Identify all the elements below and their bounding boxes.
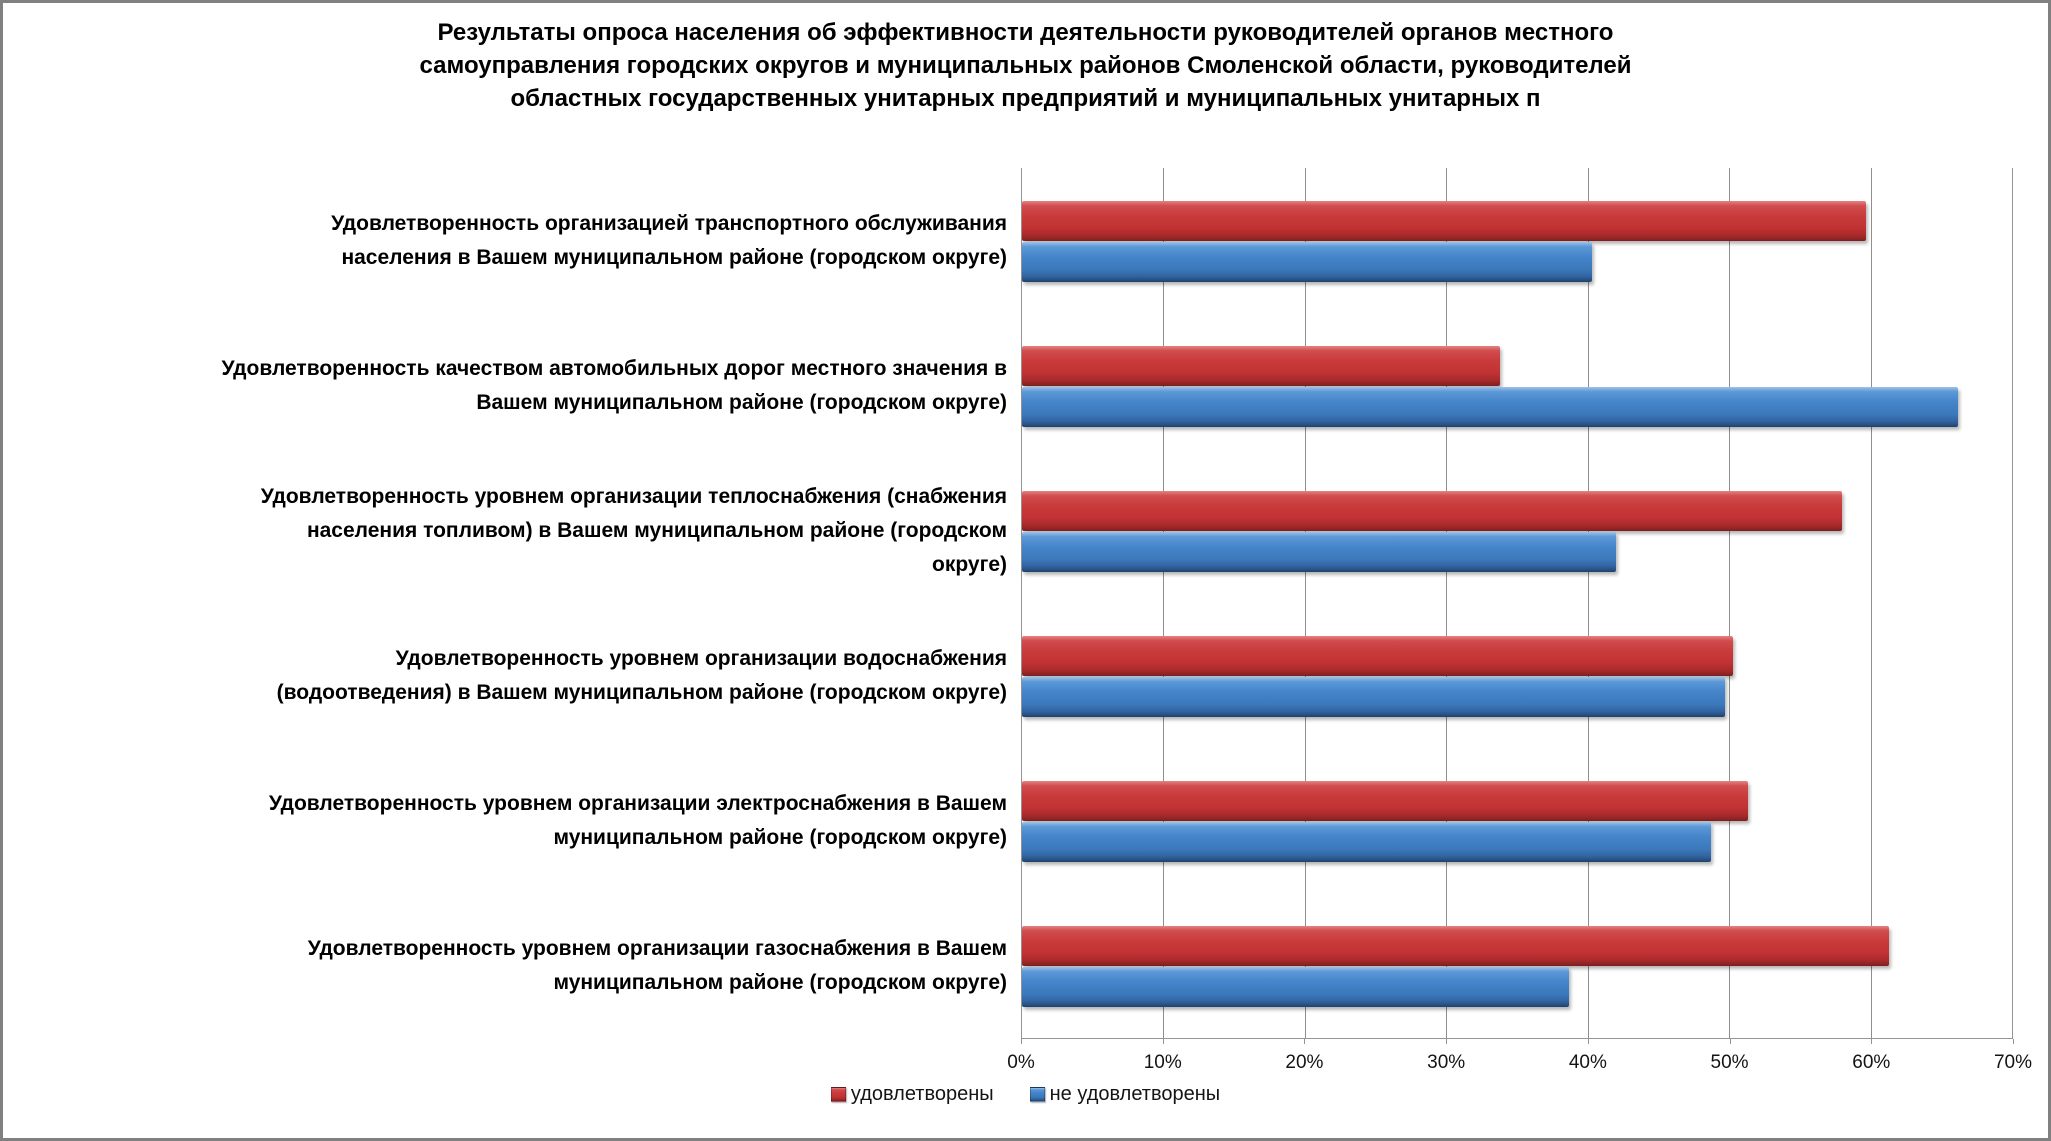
bar-group-1 <box>1022 168 2012 313</box>
bar-не-удовлетворены-2 <box>1022 386 1959 427</box>
bar-group-3 <box>1022 458 2012 603</box>
gridline-10% <box>1163 168 1165 1038</box>
gridline-60% <box>1870 168 1872 1038</box>
chart-title-line-1: Результаты опроса населения об эффективн… <box>437 19 1614 46</box>
bar-group-5 <box>1022 748 2012 893</box>
x-tick-20% <box>1304 1039 1306 1044</box>
legend-item-не-удовлетворены: не удовлетворены <box>1029 1083 1221 1106</box>
x-tick-50% <box>1729 1039 1731 1044</box>
bar-удовлетворены-3 <box>1022 490 1843 531</box>
bar-удовлетворены-6 <box>1022 926 1889 966</box>
plot-area <box>1021 168 2013 1039</box>
bar-не-удовлетворены-1 <box>1022 242 1592 282</box>
legend-label-не-удовлетворены: не удовлетворены <box>1049 1083 1221 1105</box>
bar-group-4 <box>1022 603 2012 748</box>
bar-удовлетворены-1 <box>1022 201 1867 241</box>
chart-title-line-3: областных государственных унитарных пред… <box>510 85 1541 112</box>
gridline-30% <box>1446 168 1448 1038</box>
bar-удовлетворены-2 <box>1022 345 1501 386</box>
category-axis-labels: Удовлетворенность организацией транспорт… <box>11 168 1013 1039</box>
gridline-50% <box>1729 168 1731 1038</box>
bar-удовлетворены-5 <box>1022 780 1748 821</box>
chart-title-line-2: самоуправления городских округов и муниц… <box>419 52 1632 79</box>
x-tick-label-40%: 40% <box>1568 1052 1607 1073</box>
legend-label-удовлетворены: удовлетворены <box>850 1083 994 1105</box>
category-label-6: Удовлетворенность уровнем организации га… <box>307 937 1007 995</box>
bar-group-6 <box>1022 893 2012 1038</box>
gridline-40% <box>1587 168 1589 1038</box>
x-tick-60% <box>1871 1039 1873 1044</box>
legend-item-удовлетворены: удовлетворены <box>830 1083 994 1106</box>
legend-swatch-удовлетворены <box>830 1087 846 1102</box>
category-label-2: Удовлетворенность качеством автомобильны… <box>221 356 1007 414</box>
x-tick-label-20%: 20% <box>1285 1052 1324 1073</box>
bar-group-2 <box>1022 313 2012 458</box>
x-tick-10% <box>1162 1039 1164 1044</box>
bar-не-удовлетворены-5 <box>1022 821 1711 862</box>
chart-title: Результаты опроса населения об эффективн… <box>3 16 2048 115</box>
bar-не-удовлетворены-4 <box>1022 677 1725 717</box>
x-tick-label-50%: 50% <box>1710 1052 1749 1073</box>
x-tick-40% <box>1587 1039 1589 1044</box>
bar-не-удовлетворены-3 <box>1022 531 1616 572</box>
legend: удовлетворены не удовлетворены <box>3 1083 2048 1106</box>
x-tick-30% <box>1446 1039 1448 1044</box>
category-label-3: Удовлетворенность уровнем организации те… <box>260 484 1007 576</box>
x-tick-70% <box>2013 1039 2014 1044</box>
category-label-5: Удовлетворенность уровнем организации эл… <box>268 792 1007 850</box>
gridline-20% <box>1304 168 1306 1038</box>
bar-удовлетворены-4 <box>1022 636 1734 676</box>
x-axis: 0% 10% 20% 30% 40% 50% 60% 70% <box>1007 1039 2032 1089</box>
legend-swatch-не-удовлетворены <box>1029 1087 1045 1102</box>
x-tick-0% <box>1021 1039 1022 1044</box>
bar-не-удовлетворены-6 <box>1022 967 1570 1007</box>
category-label-1: Удовлетворенность организацией транспорт… <box>331 211 1007 269</box>
x-tick-label-30%: 30% <box>1427 1052 1466 1073</box>
x-tick-label-0%: 0% <box>1007 1052 1035 1073</box>
x-tick-label-70%: 70% <box>1993 1052 2033 1073</box>
category-label-4: Удовлетворенность уровнем организации во… <box>276 647 1007 705</box>
x-tick-label-10%: 10% <box>1143 1052 1182 1073</box>
x-tick-label-60%: 60% <box>1852 1052 1891 1073</box>
